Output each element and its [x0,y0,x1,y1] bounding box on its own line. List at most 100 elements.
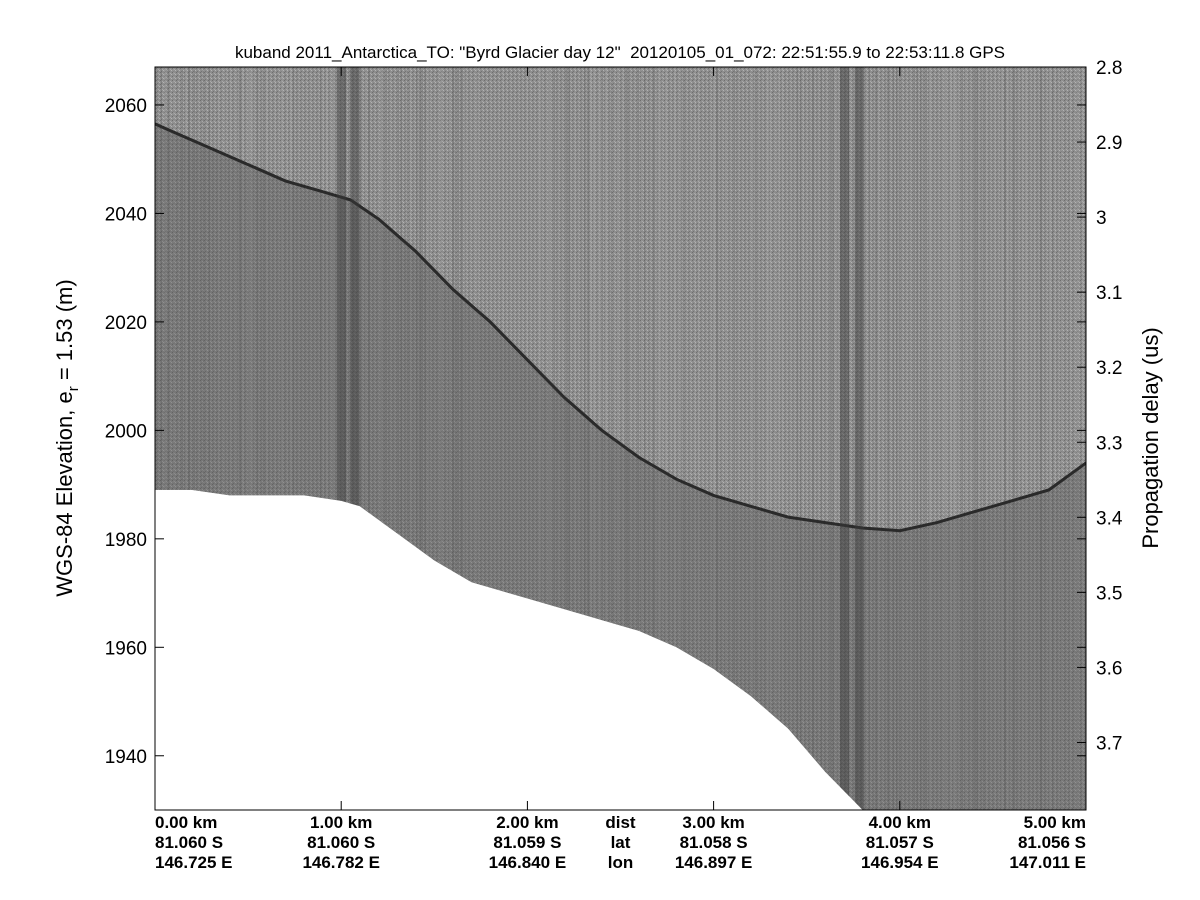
streak [335,67,336,810]
streak [734,67,735,810]
left-axis: 1940 1960 1980 2000 2020 2040 2060 [105,96,1086,768]
streak [782,67,783,810]
streak [986,67,987,810]
streak [503,67,504,810]
latitude-label: 81.060 S [307,833,375,852]
left-tick-label: 1980 [105,530,147,551]
streak [1055,67,1056,810]
streak [896,67,897,810]
streak [476,67,477,810]
streak [410,67,411,810]
streak [605,67,607,810]
left-tick-label: 2040 [105,204,147,225]
streak [776,67,777,810]
streak [569,67,570,810]
streak [638,67,639,810]
streak [203,67,204,810]
left-tick-label: 1940 [105,747,147,768]
streak [725,67,726,810]
streak [188,67,190,810]
streak [1022,67,1023,810]
streak [944,67,946,810]
streak [848,67,849,810]
latitude-label: 81.057 S [866,833,934,852]
streak [767,67,769,810]
streak [251,67,253,810]
streak [293,67,294,810]
streak [182,67,183,810]
streak [1076,67,1078,810]
streak [956,67,957,810]
streak [593,67,595,810]
streak [209,67,210,810]
streak [653,67,655,810]
distance-label: 1.00 km [310,813,372,832]
streak [407,67,408,810]
plot-frame [154,66,1087,811]
streak [683,67,684,810]
streak [587,67,589,810]
streak [1070,67,1071,810]
streak [674,67,676,810]
streak [398,67,399,810]
streak [716,67,718,810]
streak [695,67,696,810]
streak [368,67,370,810]
longitude-label: 146.897 E [675,853,753,872]
distance-label: 2.00 km [496,813,558,832]
streak [464,67,465,810]
streak [386,67,387,810]
streak [875,67,877,810]
distance-label: 3.00 km [682,813,744,832]
streak [461,67,463,810]
streak [644,67,645,810]
streak [416,67,417,810]
streak [161,67,162,810]
streak [656,67,657,810]
left-tick-label: 2060 [105,96,147,117]
right-tick-label: 3.7 [1096,733,1122,754]
surface-reflection [155,122,1086,533]
streak [1040,67,1042,810]
streak [332,67,334,810]
left-axis-label-main: WGS-84 Elevation, e [52,391,77,596]
streak [836,67,837,810]
streak [1082,67,1084,810]
streak [185,67,187,810]
streak [995,67,996,810]
streak [983,67,984,810]
streak [665,67,667,810]
longitude-label: 146.725 E [155,853,233,872]
streak [698,67,699,810]
left-axis-label: WGS-84 Elevation, er = 1.53 (m) [52,279,82,596]
right-tick-label: 3.2 [1096,358,1122,379]
longitude-label: 147.011 E [1009,853,1086,872]
left-axis-label-subscript: r [65,386,82,391]
latitude-label: 81.056 S [1018,833,1086,852]
streak [458,67,459,810]
right-axis-label: Propagation delay (us) [1138,327,1163,548]
streak [893,67,894,810]
dark-columns [337,67,864,810]
streak [869,67,870,810]
streak [812,67,814,810]
streak [770,67,771,810]
streak [1004,67,1006,810]
streak [590,67,592,810]
streak [239,67,241,810]
streak [899,67,900,810]
streak [566,67,568,810]
distance-label: 0.00 km [155,813,217,832]
streak [830,67,832,810]
dark-column [337,67,347,810]
streak [1025,67,1027,810]
streak [800,67,801,810]
latitude-label: 81.058 S [680,833,748,852]
streak [275,67,276,810]
row-header-lon: lon [608,853,634,872]
streak [440,67,442,810]
streak [965,67,966,810]
streak [194,67,195,810]
latitude-label: 81.060 S [155,833,223,852]
